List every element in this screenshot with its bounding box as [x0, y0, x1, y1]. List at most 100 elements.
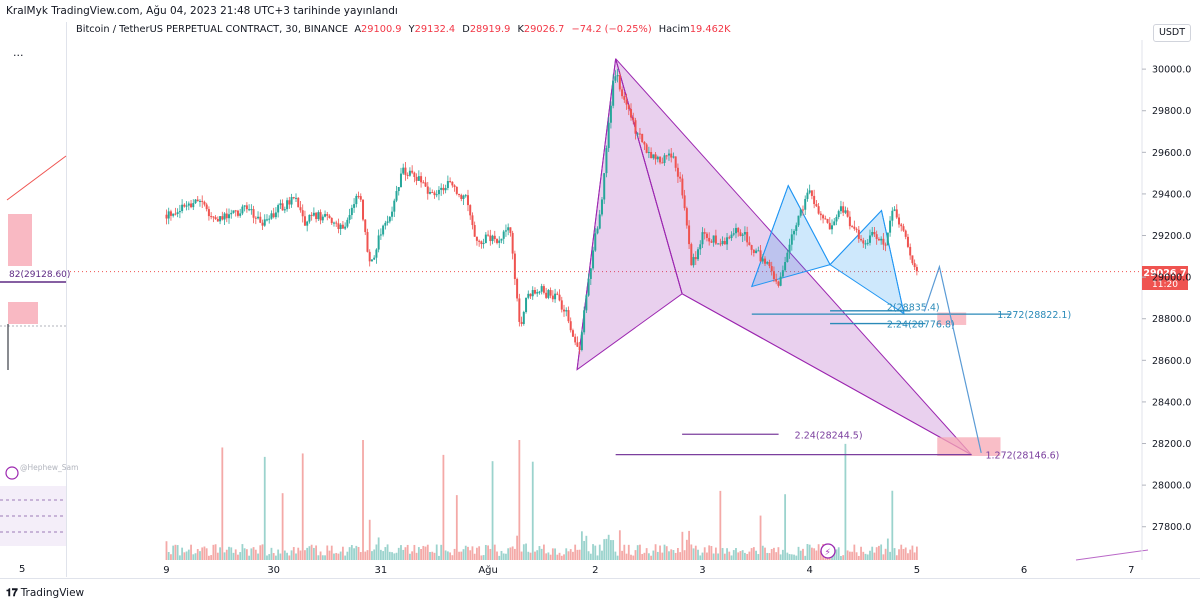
volume-bar: [878, 545, 880, 560]
symbol-name[interactable]: Bitcoin / TetherUS PERPETUAL CONTRACT, 3…: [76, 24, 349, 35]
candle-body: [219, 216, 222, 222]
candle-body: [757, 250, 760, 252]
candle-body: [775, 278, 778, 282]
candle-body: [779, 276, 782, 286]
volume-bar: [882, 554, 885, 560]
volume-bar: [388, 551, 391, 560]
volume-bar: [333, 553, 335, 560]
volume-bar: [214, 544, 217, 560]
harmonic-pattern-large[interactable]: [576, 58, 972, 456]
volume-bar: [346, 551, 349, 560]
volume-bar: [907, 553, 909, 560]
volume-bar: [451, 555, 454, 560]
candle-body: [274, 212, 277, 218]
price-chart[interactable]: 82(29128.60) @Hephew_Sam 5 1.272(28822.1…: [0, 0, 1200, 578]
volume-bar: [804, 555, 807, 560]
change-value: −74.2 (−0.25%): [571, 24, 652, 35]
publish-info-bar: KralMyk TradingView.com, Ağu 04, 2023 21…: [0, 0, 1200, 22]
volume-bar: [357, 546, 360, 560]
volume-bar: [319, 551, 322, 560]
candle-body: [198, 200, 201, 202]
volume-bar: [375, 544, 378, 560]
volume-bar: [891, 490, 894, 560]
volume-bar: [639, 544, 641, 560]
candle-body: [377, 235, 380, 250]
candle-body: [605, 148, 608, 174]
time-axis[interactable]: 9 30 31 Ağu 2 3 4 5 6 7: [163, 564, 1134, 576]
candle-body: [480, 241, 483, 245]
candle-body: [498, 240, 501, 243]
projection-path[interactable]: [923, 264, 982, 454]
volume-bar: [690, 544, 693, 560]
volume-bar: [199, 551, 201, 560]
currency-button[interactable]: USDT: [1153, 24, 1191, 42]
volume-bar: [632, 555, 635, 560]
more-menu-icon[interactable]: ...: [13, 46, 24, 59]
volume-bar: [835, 549, 838, 560]
candle-body: [730, 234, 733, 239]
volume-bar: [324, 555, 326, 560]
candles: [165, 68, 918, 355]
candle-body: [746, 231, 749, 243]
volume-bar: [228, 546, 230, 560]
candle-body: [784, 262, 787, 271]
candle-body: [625, 99, 628, 105]
harmonic-pattern-small[interactable]: [750, 184, 905, 315]
volume-bar: [788, 554, 791, 560]
volume-bar: [828, 548, 831, 560]
high-value: 29132.4: [414, 24, 456, 35]
fib-levels[interactable]: 1.272(28822.1) 2(28835.4) 2.24(28776.8) 2.2…: [615, 302, 1072, 462]
candle-body: [703, 232, 706, 234]
alert-icon[interactable]: [820, 543, 836, 559]
volume-bar: [855, 552, 858, 560]
candle-body: [531, 290, 534, 297]
candle-body: [516, 278, 519, 299]
time-tick-label: 5: [914, 565, 920, 576]
candle-body: [536, 292, 539, 294]
candle-body: [596, 228, 599, 234]
candle-body: [886, 232, 889, 246]
volume-bar: [297, 547, 300, 560]
candle-body: [799, 209, 802, 216]
candle-body: [225, 213, 228, 219]
symbol-legend: Bitcoin / TetherUS PERPETUAL CONTRACT, 3…: [76, 24, 735, 35]
candle-body: [379, 234, 382, 236]
price-axis[interactable]: 29026.7 11:20 27800.0 28000.0 28200.0 28400…: [1141, 40, 1191, 560]
candle-body: [370, 259, 373, 262]
volume-bar: [194, 553, 197, 560]
candle-body: [766, 262, 769, 264]
volume-bar: [831, 553, 833, 560]
volume-bar: [886, 538, 889, 560]
candle-body: [362, 199, 365, 220]
volume-bar: [266, 555, 268, 560]
candle-body: [332, 222, 335, 224]
volume-bar: [710, 545, 713, 560]
candle-body: [627, 104, 630, 110]
volume-bar: [417, 547, 420, 560]
volume-bar: [656, 551, 659, 560]
candle-body: [346, 219, 349, 227]
volume-bar: [326, 545, 329, 560]
candle-body: [554, 293, 557, 300]
candle-body: [650, 151, 653, 159]
volume-bar: [422, 545, 425, 560]
candle-body: [183, 204, 186, 207]
candle-body: [909, 246, 912, 256]
candle-body: [268, 218, 271, 220]
volume-bar: [842, 555, 845, 560]
candle-body: [321, 216, 324, 221]
candle-body: [216, 218, 219, 222]
candle-body: [723, 241, 726, 245]
target-zones[interactable]: [937, 312, 1001, 456]
candle-body: [873, 231, 876, 235]
volume-bar: [301, 453, 304, 560]
tradingview-logo[interactable]: 𝟏𝟕 TradingView: [6, 587, 84, 600]
volume-value: 19.462K: [689, 24, 731, 35]
candle-body: [636, 133, 639, 135]
candle-body: [911, 255, 914, 264]
candle-body: [449, 181, 452, 183]
volume-bar: [685, 539, 688, 560]
volume-bar: [706, 552, 708, 560]
volume-bar: [306, 547, 309, 560]
volume-bar: [493, 544, 496, 560]
